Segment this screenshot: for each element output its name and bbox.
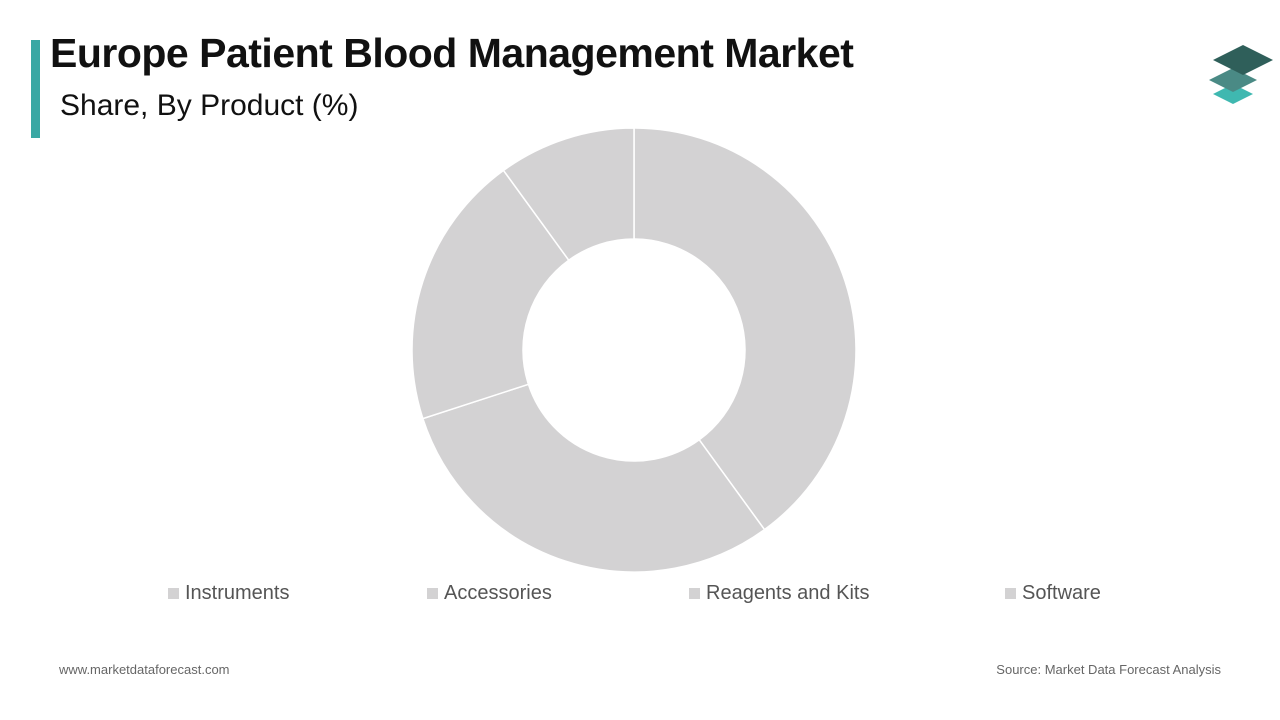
title-accent-bar — [31, 40, 40, 138]
legend-item-accessories: Accessories — [427, 582, 552, 605]
chart-legend: Instruments Accessories Reagents and Kit… — [0, 582, 1280, 608]
legend-item-reagents-and-kits: Reagents and Kits — [689, 582, 869, 605]
page-title: Europe Patient Blood Management Market — [50, 30, 854, 76]
stacked-layers-icon — [1209, 45, 1273, 104]
source-note: Source: Market Data Forecast Analysis — [996, 662, 1221, 677]
legend-label: Accessories — [444, 582, 552, 604]
donut-slice-reagents-and-kits — [411, 169, 570, 420]
website-link[interactable]: www.marketdataforecast.com — [59, 662, 230, 677]
legend-swatch — [689, 588, 700, 599]
logo-layer-bottom — [1213, 84, 1253, 104]
donut-slices — [411, 127, 857, 573]
donut-slice-instruments — [633, 127, 857, 531]
chart-subtitle: Share, By Product (%) — [60, 89, 359, 122]
legend-swatch — [1005, 588, 1016, 599]
legend-label: Software — [1022, 582, 1101, 604]
legend-swatch — [427, 588, 438, 599]
logo-layer-top — [1213, 45, 1273, 75]
legend-swatch — [168, 588, 179, 599]
donut-slice-accessories — [421, 383, 766, 573]
legend-item-software: Software — [1005, 582, 1101, 605]
legend-item-instruments: Instruments — [168, 582, 289, 605]
donut-slice-software — [502, 127, 635, 262]
legend-label: Instruments — [185, 582, 290, 604]
legend-label: Reagents and Kits — [706, 582, 870, 604]
